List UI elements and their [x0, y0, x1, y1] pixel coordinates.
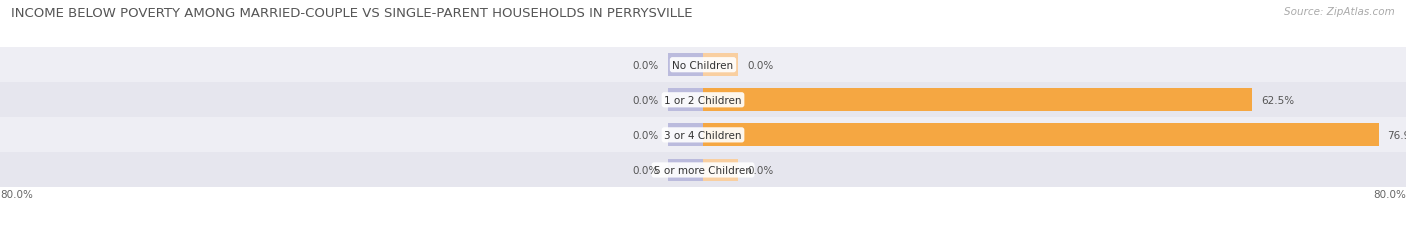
- Bar: [0, 48, 1406, 83]
- Text: 0.0%: 0.0%: [633, 130, 659, 140]
- Text: 0.0%: 0.0%: [633, 95, 659, 105]
- Text: No Children: No Children: [672, 61, 734, 70]
- Bar: [703, 124, 738, 147]
- Bar: [668, 89, 703, 112]
- Bar: [703, 89, 738, 112]
- Text: 80.0%: 80.0%: [1374, 189, 1406, 199]
- Text: 76.9%: 76.9%: [1388, 130, 1406, 140]
- Text: 1 or 2 Children: 1 or 2 Children: [664, 95, 742, 105]
- Bar: [703, 124, 1379, 147]
- Bar: [703, 159, 738, 182]
- Text: 0.0%: 0.0%: [633, 165, 659, 175]
- Text: Source: ZipAtlas.com: Source: ZipAtlas.com: [1284, 7, 1395, 17]
- Bar: [0, 83, 1406, 118]
- Bar: [0, 153, 1406, 188]
- Text: 3 or 4 Children: 3 or 4 Children: [664, 130, 742, 140]
- Bar: [703, 89, 1253, 112]
- Bar: [0, 118, 1406, 153]
- Bar: [668, 54, 703, 77]
- Text: INCOME BELOW POVERTY AMONG MARRIED-COUPLE VS SINGLE-PARENT HOUSEHOLDS IN PERRYSV: INCOME BELOW POVERTY AMONG MARRIED-COUPL…: [11, 7, 693, 20]
- Bar: [668, 159, 703, 182]
- Bar: [668, 124, 703, 147]
- Text: 80.0%: 80.0%: [0, 189, 32, 199]
- Text: 62.5%: 62.5%: [1261, 95, 1294, 105]
- Text: 0.0%: 0.0%: [747, 61, 773, 70]
- Text: 5 or more Children: 5 or more Children: [654, 165, 752, 175]
- Bar: [703, 54, 738, 77]
- Text: 0.0%: 0.0%: [747, 165, 773, 175]
- Text: 0.0%: 0.0%: [633, 61, 659, 70]
